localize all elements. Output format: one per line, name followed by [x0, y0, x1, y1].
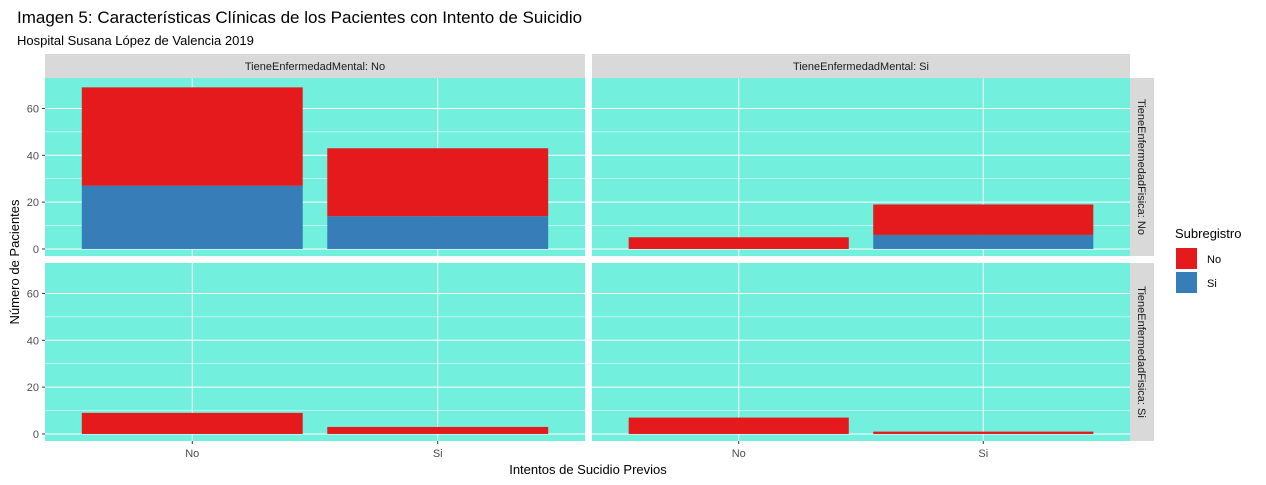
legend-label-si: Si	[1207, 278, 1217, 290]
bar-segment	[327, 148, 549, 217]
panels: TieneEnfermedadMental: No TieneEnfermedad…	[27, 54, 1154, 460]
y-tick-label: 20	[27, 197, 39, 209]
legend: Subregistro No Si	[1175, 226, 1241, 293]
y-tick-label: 40	[27, 335, 39, 347]
x-axis-title: Intentos de Sucidio Previos	[509, 462, 667, 477]
legend-key-si	[1176, 272, 1197, 293]
legend-label-no: No	[1207, 254, 1221, 266]
y-tick-label: 60	[27, 103, 39, 115]
bar-segment	[81, 185, 303, 249]
y-tick-label: 0	[33, 429, 39, 441]
bar-segment	[81, 412, 303, 434]
panel-background	[592, 263, 1130, 441]
y-tick-label: 40	[27, 150, 39, 162]
col-strip	[592, 54, 1130, 78]
bar-segment	[327, 216, 549, 249]
bar-segment	[628, 237, 849, 249]
col-strip-label: TieneEnfermedadMental: No	[245, 61, 385, 73]
x-tick-label: Si	[433, 448, 443, 460]
bar-segment	[327, 426, 549, 434]
legend-key-no	[1176, 248, 1197, 269]
y-axis-title: Número de Pacientes	[7, 199, 22, 325]
bar-segment	[873, 204, 1094, 235]
row-strip	[1130, 263, 1154, 441]
x-tick-label: No	[732, 448, 746, 460]
row-strip-label: TieneEnfermedadFisica: Si	[1135, 286, 1147, 418]
y-tick-label: 0	[33, 244, 39, 256]
x-tick-label: No	[185, 448, 199, 460]
col-strip	[45, 54, 585, 78]
bar-segment	[873, 234, 1094, 249]
row-strip	[1130, 78, 1154, 256]
bar-segment	[81, 87, 303, 186]
panel-background	[45, 263, 585, 441]
x-tick-label: Si	[978, 448, 988, 460]
row-strip-label: TieneEnfermedadFisica: No	[1135, 99, 1147, 235]
chart-subtitle: Hospital Susana López de Valencia 2019	[17, 33, 254, 48]
y-tick-label: 60	[27, 288, 39, 300]
bar-segment	[873, 431, 1094, 434]
legend-title: Subregistro	[1175, 226, 1241, 241]
col-strip-label: TieneEnfermedadMental: Si	[793, 61, 929, 73]
bar-segment	[628, 417, 849, 434]
y-tick-label: 20	[27, 382, 39, 394]
chart-title: Imagen 5: Características Clínicas de lo…	[17, 8, 582, 27]
